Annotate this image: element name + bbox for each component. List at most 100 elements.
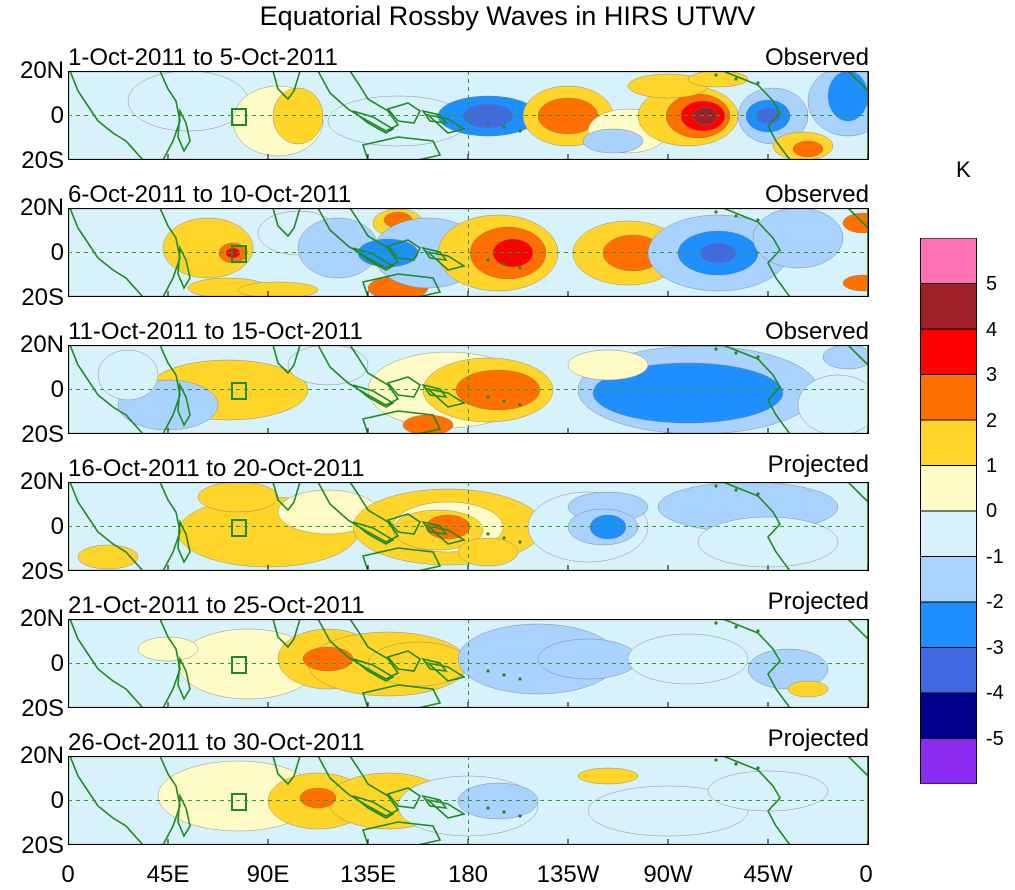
lon-label-45e: 45E — [146, 861, 190, 888]
panel-4-contour-7 — [457, 537, 519, 567]
panel-5-period: 21-Oct-2011 to 25-Oct-2011 — [68, 592, 365, 619]
panel-4-contour-2 — [197, 482, 279, 513]
panel-5-lat-20s: 20S — [21, 695, 64, 722]
panel-4-contour-13 — [697, 516, 839, 568]
colorbar-swatch-10 — [920, 692, 977, 739]
panel-1-contour-18 — [792, 140, 824, 158]
panel-4-coastline-0 — [69, 482, 181, 571]
panel-5-island-5 — [756, 629, 760, 633]
panel-4-region-box — [231, 519, 247, 537]
panel-1-island-4 — [734, 77, 738, 81]
colorbar-swatch-0 — [920, 238, 977, 284]
panel-5-coastline-1 — [177, 656, 191, 701]
panel-6-coastline-0 — [69, 756, 181, 845]
panel-1-coastlines — [69, 71, 869, 160]
panel-5-coastline-7 — [361, 684, 442, 708]
panel-6-island-5 — [756, 766, 760, 770]
panel-3-coastline-1 — [177, 382, 191, 427]
panel-1-contour-22 — [582, 128, 644, 154]
colorbar-swatch-5 — [920, 465, 977, 512]
panel-6-lat-0: 0 — [50, 787, 64, 814]
panel-6-lat-20n: 20N — [19, 742, 64, 769]
panel-2-lat-20s: 20S — [21, 284, 64, 311]
panel-5-map — [68, 619, 869, 708]
panel-2-contour-18 — [752, 208, 844, 269]
panel-5-contour-10 — [137, 636, 199, 662]
panel-5-island-1 — [502, 673, 506, 677]
panel-3-coastline-3 — [317, 345, 400, 406]
panel-6-coastline-5 — [386, 787, 422, 809]
panel-6-contour-5 — [457, 782, 539, 820]
colorbar-label-neg3: -3 — [986, 637, 1004, 659]
panel-1-lat-20s: 20S — [21, 147, 64, 174]
panel-6-region-box — [231, 793, 247, 811]
panel-4-coastline-3 — [317, 482, 400, 543]
panel-3-contour-8 — [592, 362, 784, 424]
panel-1-island-5 — [756, 81, 760, 85]
panel-4-coastline-1 — [177, 519, 191, 564]
colorbar-swatch-6 — [920, 510, 977, 557]
panel-1-status: Observed — [764, 44, 869, 71]
panel-6-period: 26-Oct-2011 to 30-Oct-2011 — [68, 729, 365, 756]
panel-4-coastline-5 — [386, 513, 422, 535]
panel-2-lat-20n: 20N — [19, 194, 64, 221]
panel-6-island-2 — [518, 814, 522, 818]
panel-5-coastline-4 — [352, 658, 395, 682]
panel-5-coastline-2 — [272, 619, 301, 649]
panel-5-island-0 — [486, 669, 490, 673]
panel-2-coastline-5 — [386, 239, 422, 261]
panel-5-contour-6 — [537, 638, 639, 680]
panel-2-region-box — [231, 245, 247, 263]
panel-5-coastline-5 — [386, 650, 422, 672]
colorbar-swatch-11 — [920, 738, 977, 784]
panel-4-lat-20s: 20S — [21, 558, 64, 585]
panel-4-coastline-4 — [352, 521, 395, 545]
panel-3-coastline-4 — [352, 384, 395, 408]
panel-3-coastline-8 — [421, 383, 448, 399]
panel-1-contour-21 — [687, 71, 749, 88]
panel-1-map — [68, 71, 869, 160]
panel-3-lat-20n: 20N — [19, 331, 64, 358]
panel-4-island-0 — [486, 532, 490, 536]
panel-4-lat-0: 0 — [50, 513, 64, 540]
panel-3-period: 11-Oct-2011 to 15-Oct-2011 — [68, 318, 363, 345]
colorbar-label-3: 3 — [986, 364, 998, 386]
panel-6-map — [68, 756, 869, 845]
lon-label-135e: 135E — [339, 861, 397, 888]
panel-5-contour-9 — [787, 680, 829, 698]
panel-5-contour-7 — [627, 633, 749, 685]
panel-4-coastline-2 — [272, 482, 301, 512]
panel-5-status: Projected — [767, 588, 869, 615]
panel-3-region-box — [231, 382, 247, 400]
panel-6-lat-20s: 20S — [21, 832, 64, 859]
panel-1-coastline-3 — [317, 71, 400, 132]
panel-6-contour-6 — [587, 785, 749, 837]
panel-1-contour-0 — [127, 71, 249, 132]
panel-3-island-3 — [714, 347, 718, 351]
panel-6-coastline-2 — [272, 756, 301, 786]
panel-4-map — [68, 482, 869, 571]
colorbar-label-neg5: -5 — [986, 728, 1004, 750]
panel-6-coastline-3 — [317, 756, 400, 817]
colorbar-swatch-2 — [920, 328, 977, 375]
panel-6-contour-8 — [577, 767, 639, 785]
panel-1-coastline-8 — [421, 109, 448, 125]
colorbar — [920, 238, 977, 784]
panel-6-island-1 — [502, 810, 506, 814]
panel-4-island-2 — [518, 540, 522, 544]
panel-4-status: Projected — [767, 451, 869, 478]
colorbar-label-5: 5 — [986, 273, 998, 295]
panel-2-status: Observed — [764, 181, 869, 208]
panel-4-coastline-8 — [421, 520, 448, 536]
colorbar-label-4: 4 — [986, 319, 998, 341]
panel-4-island-1 — [502, 536, 506, 540]
panel-2-island-5 — [756, 218, 760, 222]
panel-1-lat-0: 0 — [50, 102, 64, 129]
panel-1-contour-12 — [692, 106, 718, 126]
map-title: Equatorial Rossby Waves in HIRS UTWV — [259, 1, 756, 31]
panel-5-coastline-3 — [317, 619, 400, 680]
colorbar-swatch-8 — [920, 601, 977, 648]
panel-1-island-1 — [502, 125, 506, 129]
panel-5-lat-0: 0 — [50, 650, 64, 677]
panel-3-contour-9 — [567, 349, 649, 381]
